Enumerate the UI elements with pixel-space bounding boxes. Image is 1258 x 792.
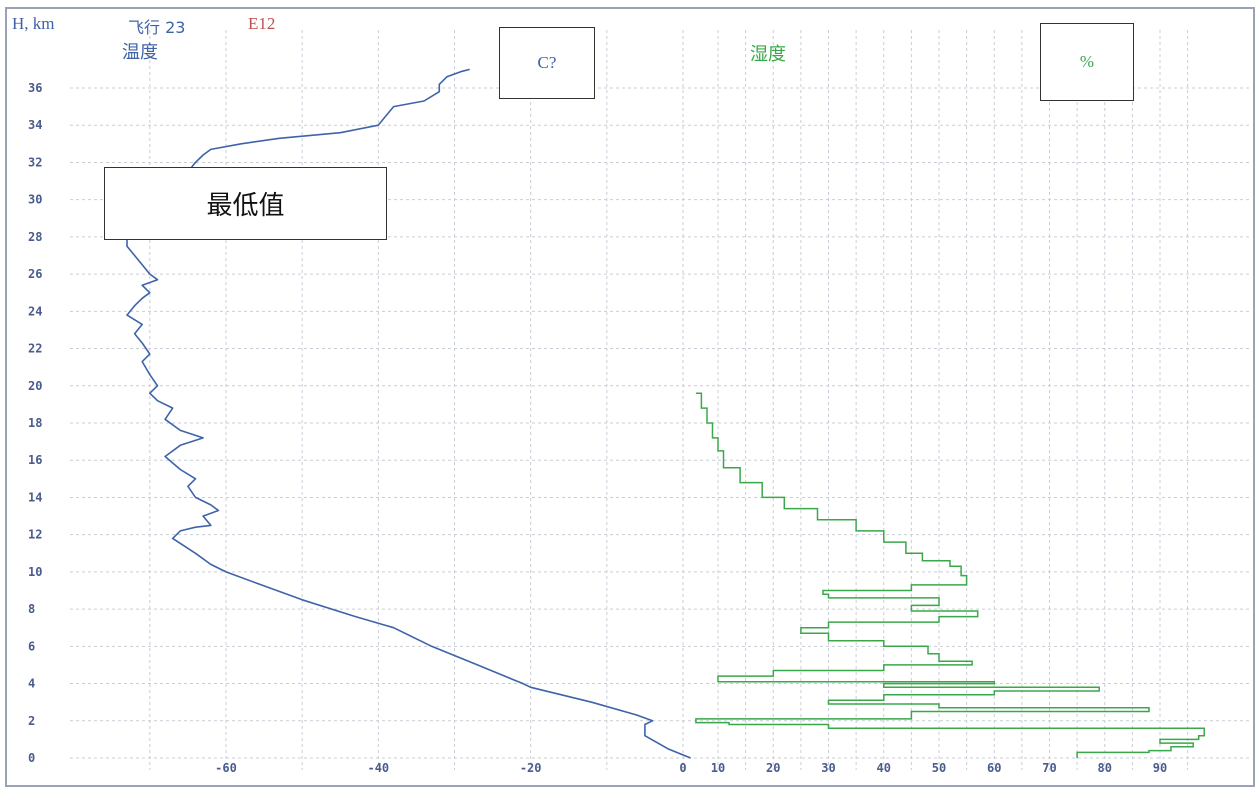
y-tick-label: 36 [28,81,42,95]
y-tick-label: 12 [28,528,42,542]
x-tick-label-humidity: 90 [1153,761,1167,775]
temperature-label: 温度 [122,42,158,63]
y-tick-label: 14 [28,490,42,504]
grid [70,30,1250,770]
annotation-box: 最低值 [104,167,387,240]
code-label: E12 [248,14,276,33]
y-tick-label: 0 [28,751,35,765]
y-tick-label: 24 [28,304,42,318]
x-tick-label-humidity: 70 [1042,761,1056,775]
x-tick-label-temperature: -60 [215,761,237,775]
y-tick-label: 2 [28,714,35,728]
y-tick-label: 20 [28,379,42,393]
y-tick-label: 28 [28,230,42,244]
x-tick-label-humidity: 80 [1098,761,1112,775]
y-tick-label: 22 [28,342,42,356]
x-tick-label-temperature: -40 [367,761,389,775]
y-tick-label: 32 [28,155,42,169]
y-tick-label: 4 [28,677,35,691]
x-tick-label-temperature: -20 [520,761,542,775]
temperature-unit-box: C? [499,27,595,99]
y-tick-label: 34 [28,118,42,132]
y-tick-label: 6 [28,639,35,653]
x-tick-label-humidity: 60 [987,761,1001,775]
flight-label: 飞行 23 [128,18,186,37]
x-tick-label-temperature: 0 [679,761,686,775]
x-tick-label-humidity: 20 [766,761,780,775]
y-tick-label: 18 [28,416,42,430]
x-tick-label-humidity: 10 [711,761,725,775]
y-axis-label: H, km [12,14,55,33]
x-tick-label-humidity: 30 [821,761,835,775]
humidity-series-line [695,392,1205,758]
temperature-unit: C? [537,53,557,72]
annotation-text: 最低值 [206,191,285,221]
y-tick-label: 30 [28,193,42,207]
y-tick-label: 16 [28,453,42,467]
humidity-label: 湿度 [750,44,786,65]
humidity-unit-box: % [1040,23,1134,101]
y-tick-label: 26 [28,267,42,281]
y-tick-label: 10 [28,565,42,579]
x-tick-label-humidity: 40 [877,761,891,775]
humidity-unit: % [1079,52,1095,71]
series-lines [111,68,1205,759]
temperature-series-line [111,68,691,759]
x-tick-label-humidity: 50 [932,761,946,775]
plot-frame [5,7,1255,787]
y-tick-label: 8 [28,602,35,616]
